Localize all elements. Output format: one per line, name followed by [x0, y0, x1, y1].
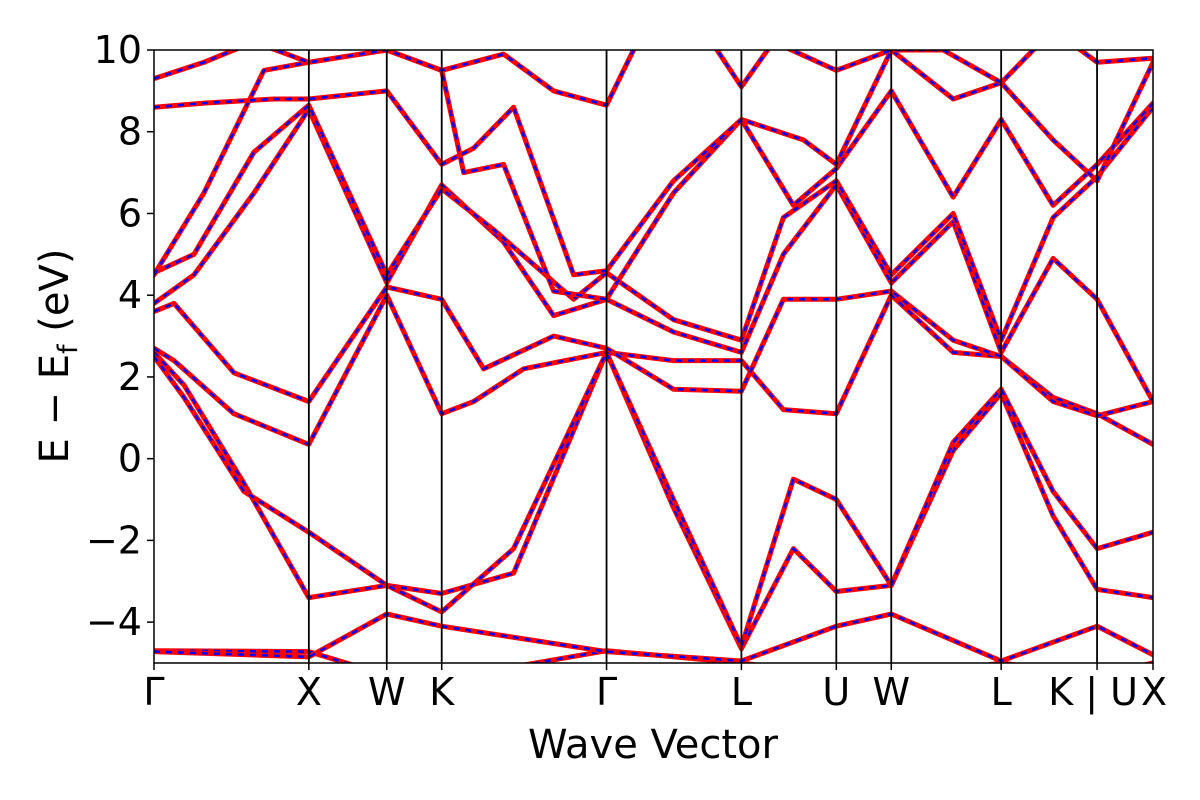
y-tick-label-3: 0 [118, 437, 142, 481]
x-tick-label-4: K [429, 670, 455, 714]
band-red-11 [154, 50, 1153, 108]
plot-frame [153, 49, 1154, 664]
x-tick-label-1: Γ [143, 670, 164, 714]
x-tick-label-2: X [296, 670, 322, 714]
band-blue-10 [154, 50, 1153, 277]
x-tick-label-5: Γ [596, 670, 617, 714]
band-blue-7 [154, 108, 1153, 403]
y-axis-label-subscript: f [53, 343, 84, 354]
y-tick-label-7: 8 [118, 110, 142, 154]
x-tick-label-10: K | U [1048, 670, 1138, 715]
x-tick-label-6: L [731, 670, 752, 714]
x-tick-label-11: X [1141, 670, 1167, 714]
y-tick-label-6: 6 [118, 191, 142, 235]
x-tick-label-9: L [991, 670, 1012, 714]
y-tick-label-8: 10 [94, 28, 142, 72]
x-axis-label: Wave Vector [528, 722, 779, 768]
x-tick-label-7: U [822, 670, 850, 714]
x-tick-label-3: W [368, 670, 406, 714]
y-axis-label-unit: (eV) [32, 249, 78, 345]
y-tick-label-1: −4 [86, 600, 142, 644]
y-axis-label: E − Ef (eV) [32, 249, 84, 464]
x-tick-label-8: W [872, 670, 910, 714]
kpoint-lines [307, 50, 1098, 663]
y-tick-label-4: 2 [118, 355, 142, 399]
y-axis-label-main: E − E [32, 354, 78, 464]
band-blue-4 [154, 351, 1153, 648]
y-tick-label-2: −2 [86, 518, 142, 562]
band-blue-8 [154, 103, 1153, 342]
y-axis-ticks: −4 −2 0 2 4 6 8 10 [86, 28, 154, 644]
y-tick-label-5: 4 [118, 273, 142, 317]
